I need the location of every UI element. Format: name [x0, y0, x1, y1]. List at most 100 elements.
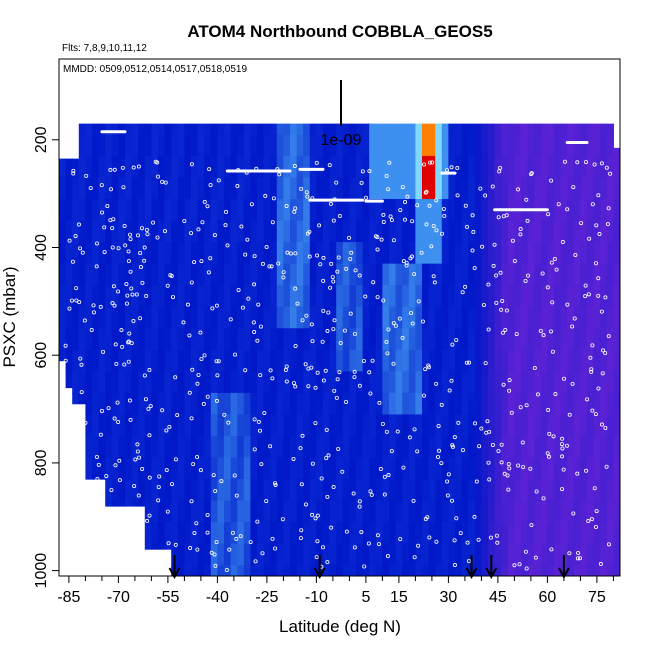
heatmap-cell [204, 263, 212, 286]
heatmap-cell [171, 242, 179, 265]
heatmap-cell [468, 199, 476, 222]
heatmap-cell [613, 500, 620, 523]
heatmap-cell [138, 435, 146, 459]
heatmap-cell [547, 328, 555, 351]
heatmap-cell [606, 565, 614, 576]
heatmap-cell [382, 306, 390, 329]
heatmap-cell [428, 155, 436, 179]
heatmap-cell [408, 328, 416, 351]
heatmap-cell [580, 522, 588, 545]
heatmap-cell [316, 328, 324, 351]
heatmap-cell [177, 328, 185, 351]
flight-point [389, 218, 394, 223]
flight-point [264, 499, 269, 504]
flight-point [447, 388, 452, 393]
heatmap-cell [580, 155, 588, 179]
heatmap-cell [204, 177, 212, 200]
heatmap-cell [309, 392, 317, 416]
flight-point [584, 160, 589, 165]
heatmap-cell [435, 242, 443, 265]
heatmap-cell [382, 349, 390, 372]
heatmap-cell [309, 479, 317, 502]
flight-point [192, 530, 197, 535]
heatmap-cell [580, 306, 588, 329]
flight-point [329, 261, 334, 266]
heatmap-cell [534, 349, 542, 372]
heatmap-cell [257, 371, 265, 394]
heatmap-cell [329, 134, 337, 157]
heatmap-cell [382, 328, 390, 351]
heatmap-cell [514, 263, 522, 286]
heatmap-cell [177, 349, 185, 372]
heatmap-cell [554, 457, 562, 480]
flight-point [63, 343, 68, 348]
heatmap-cell [428, 306, 436, 329]
heatmap-cell [613, 177, 620, 200]
flight-point [276, 261, 281, 266]
heatmap-cell [125, 435, 133, 459]
heatmap-cell [230, 134, 238, 157]
heatmap-cell [329, 155, 337, 179]
flight-point [281, 270, 286, 275]
heatmap-cell [382, 177, 390, 200]
heatmap-cell [204, 435, 212, 459]
heatmap-cell [230, 392, 238, 416]
heatmap-cell [375, 565, 383, 576]
heatmap-cell [257, 479, 265, 502]
heatmap-cell [408, 543, 416, 566]
heatmap-cell [514, 371, 522, 394]
heatmap-cell [415, 414, 423, 437]
flight-point [424, 189, 429, 194]
heatmap-cell [184, 242, 192, 265]
heatmap-cell [309, 457, 317, 480]
heatmap-cell [230, 242, 238, 265]
heatmap-cell [164, 177, 172, 200]
heatmap-cell [224, 435, 232, 459]
heatmap-cell [606, 306, 614, 329]
heatmap-cell [138, 220, 146, 243]
heatmap-cell [375, 220, 383, 243]
flight-point [337, 370, 342, 375]
heatmap-cell [290, 414, 298, 437]
heatmap-cell [329, 392, 337, 416]
heatmap-cell [158, 220, 166, 243]
flight-point [260, 551, 265, 556]
heatmap-cell [111, 392, 119, 416]
heatmap-cell [573, 500, 581, 523]
heatmap-cell [151, 199, 159, 222]
heatmap-cell [441, 242, 449, 265]
flight-point [155, 174, 160, 179]
heatmap-cell [560, 306, 568, 329]
heatmap-cell [587, 177, 595, 200]
flight-point [599, 422, 604, 427]
heatmap-cell [527, 500, 535, 523]
heatmap-cell [243, 285, 251, 308]
heatmap-cell [534, 285, 542, 308]
heatmap-cell [408, 242, 416, 265]
flight-point [160, 179, 165, 184]
heatmap-cell [118, 155, 126, 179]
heatmap-cell [309, 500, 317, 523]
flight-point [429, 244, 434, 249]
heatmap-cell [191, 522, 199, 545]
flight-point [325, 329, 330, 334]
flight-point [111, 284, 116, 289]
heatmap-cell [197, 263, 205, 286]
flight-point [368, 391, 373, 396]
flight-point [512, 563, 517, 568]
heatmap-cell [468, 177, 476, 200]
heatmap-cell [441, 263, 449, 286]
flight-point [227, 547, 232, 552]
heatmap-cell [349, 134, 357, 157]
heatmap-cell [455, 435, 463, 459]
heatmap-cell [600, 565, 608, 576]
heatmap-cell [389, 199, 397, 222]
heatmap-cell [237, 349, 245, 372]
heatmap-cell [303, 306, 311, 329]
heatmap-cell [567, 285, 575, 308]
heatmap-cell [191, 543, 199, 566]
heatmap-cell [468, 500, 476, 523]
flight-point [376, 542, 381, 547]
heatmap-cell [217, 500, 225, 523]
heatmap-cell [395, 199, 403, 222]
